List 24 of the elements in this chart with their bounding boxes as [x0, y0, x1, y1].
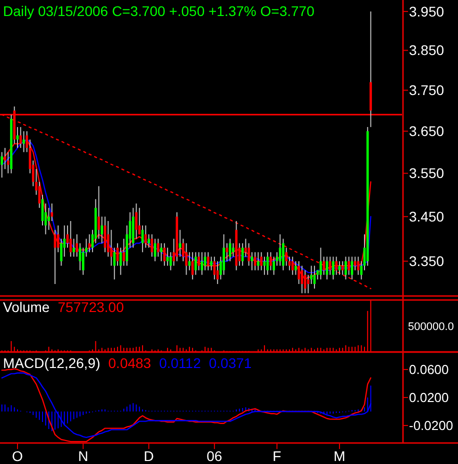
x-tick-label: O [12, 448, 24, 464]
y-tick-label: 3.650 [409, 123, 444, 140]
x-tick-label: F [272, 448, 282, 464]
y-tick-label: 3.850 [409, 42, 444, 58]
text: 500000.0 [408, 320, 454, 333]
annotation: 757723.00 [58, 299, 124, 315]
chart-title: Volume [3, 299, 50, 315]
y-tick-label: 3.350 [409, 253, 444, 270]
y-tick-label: 3.750 [409, 82, 444, 98]
chart-title: MACD(12,26,9) [3, 355, 100, 371]
y-tick-label: 0.0600 [409, 362, 449, 378]
y-tick-label: 3.450 [409, 208, 444, 225]
y-tick-label: 3.950 [409, 3, 444, 20]
annotation: 0.0483 [108, 355, 152, 371]
y-tick-label: -0.0200 [409, 418, 454, 434]
x-tick-label: D [144, 448, 154, 464]
x-tick-label: 06 [206, 448, 222, 464]
chart-title: Daily 03/15/2006 C=3.700 +.050 +1.37% O=3.770 [3, 3, 315, 19]
annotation: 0.0371 [208, 355, 252, 371]
x-tick-label: M [334, 448, 346, 464]
x-tick-label: N [78, 448, 88, 464]
annotation: 0.0112 [159, 355, 202, 371]
y-tick-label: 0.0200 [409, 390, 449, 406]
y-tick-label: 3.550 [409, 165, 444, 182]
